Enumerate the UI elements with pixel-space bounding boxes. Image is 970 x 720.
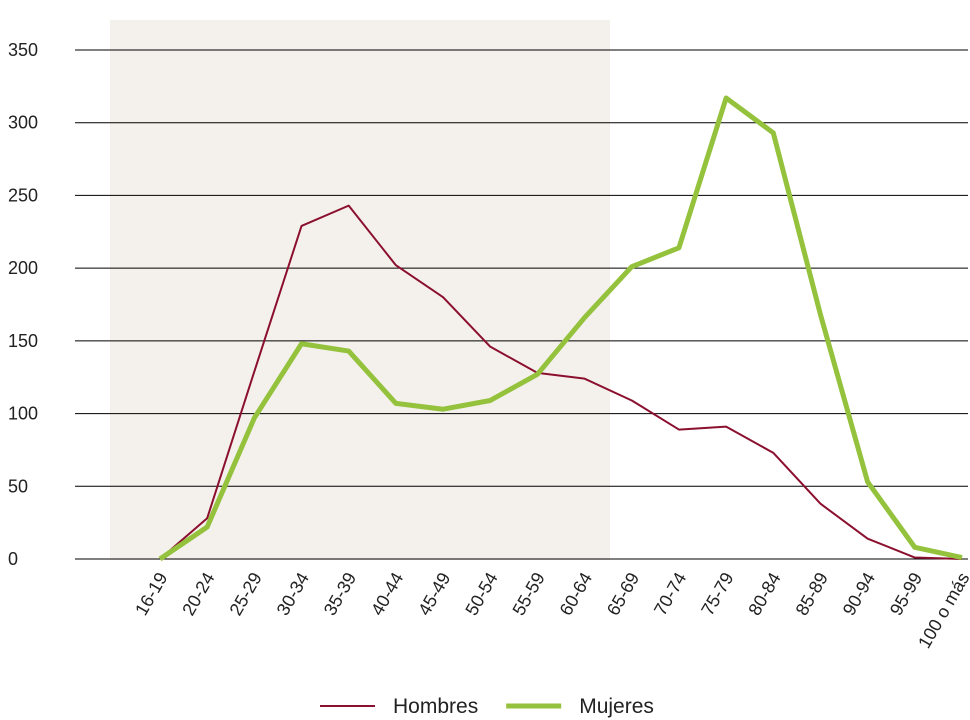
y-tick-label: 150 bbox=[8, 331, 38, 351]
x-tick-label: 65-69 bbox=[603, 569, 643, 619]
x-tick-label: 30-34 bbox=[273, 569, 313, 619]
x-tick-label: 60-64 bbox=[556, 569, 596, 619]
y-tick-label: 300 bbox=[8, 113, 38, 133]
series-line bbox=[159, 204, 963, 560]
x-tick-label: 70-74 bbox=[650, 569, 690, 619]
y-tick-label: 0 bbox=[8, 549, 18, 569]
y-tick-label: 350 bbox=[8, 40, 38, 60]
y-tick-label: 250 bbox=[8, 185, 38, 205]
x-tick-label: 80-84 bbox=[744, 569, 784, 619]
y-tick-label: 100 bbox=[8, 404, 38, 424]
x-tick-label: 75-79 bbox=[697, 569, 737, 619]
y-tick-label: 50 bbox=[8, 476, 28, 496]
y-tick-label: 200 bbox=[8, 258, 38, 278]
x-tick-label: 40-44 bbox=[367, 569, 407, 619]
x-tick-label: 45-49 bbox=[414, 569, 454, 619]
x-tick-label: 85-89 bbox=[792, 569, 832, 619]
x-tick-label: 35-39 bbox=[320, 569, 360, 619]
x-tick-label: 90-94 bbox=[839, 569, 879, 619]
background-photo bbox=[110, 20, 610, 560]
legend-label: Hombres bbox=[393, 695, 478, 718]
legend-label: Mujeres bbox=[579, 695, 654, 718]
x-tick-label: 50-54 bbox=[461, 569, 501, 619]
x-tick-label: 20-24 bbox=[178, 569, 218, 619]
series-line bbox=[158, 95, 963, 562]
x-tick-label: 16-19 bbox=[131, 569, 171, 619]
x-tick-label: 55-59 bbox=[509, 569, 549, 619]
x-tick-label: 95-99 bbox=[886, 569, 926, 619]
x-tick-label: 25-29 bbox=[225, 569, 265, 619]
